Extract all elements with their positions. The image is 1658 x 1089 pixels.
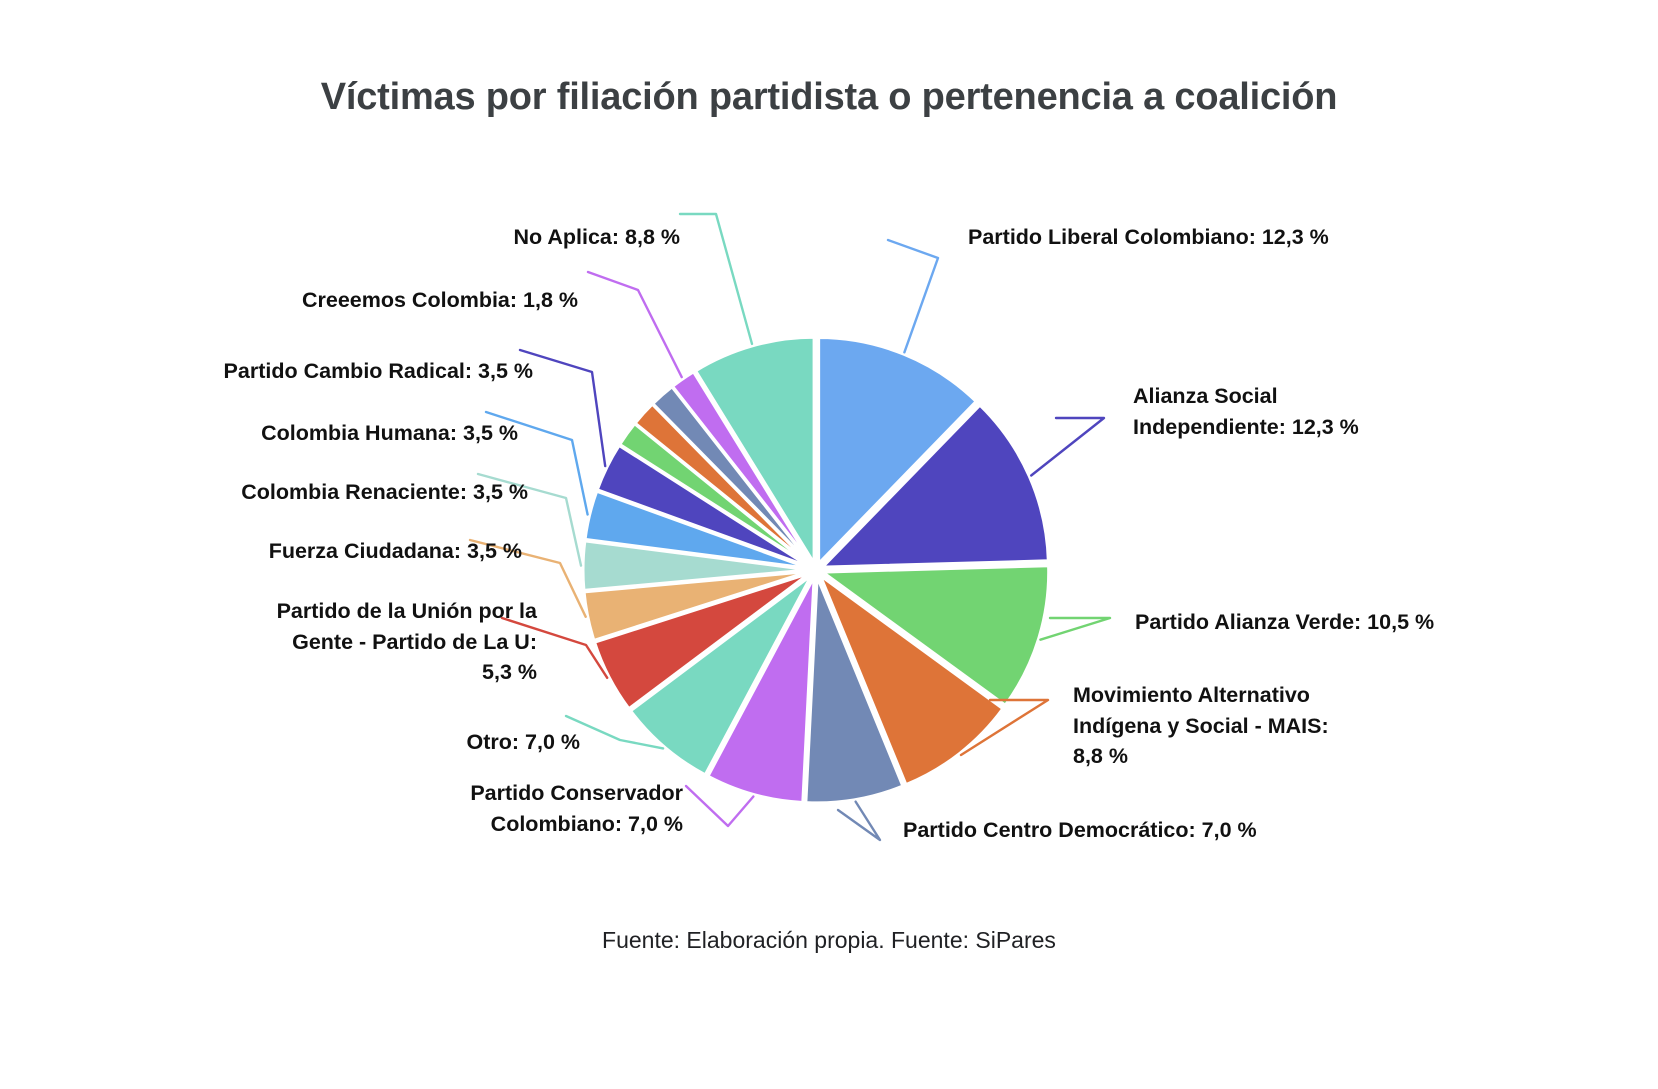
leader-line xyxy=(1039,616,1112,641)
slice-label-movimiento-alternativo-indigena-y-social-mais: Movimiento Alternativo Indígena y Social… xyxy=(1073,683,1329,769)
slice-label-partido-cambio-radical: Partido Cambio Radical: 3,5 % xyxy=(223,359,533,383)
pie-slice[interactable] xyxy=(818,574,1005,787)
slice-label-partido-centro-democratico: Partido Centro Democrático: 7,0 % xyxy=(903,818,1257,842)
slice-label-fuerza-ciudadana: Fuerza Ciudadana: 3,5 % xyxy=(268,539,522,563)
leader-line-group xyxy=(468,212,1112,842)
slice-label-partido-conservador-colombiano: Partido Conservador Colombiano: 7,0 % xyxy=(470,781,683,836)
slice-label-alianza-social-independiente: Alianza Social Independiente: 12,3 % xyxy=(1133,384,1359,439)
leader-line xyxy=(836,800,882,842)
pie-slice[interactable] xyxy=(820,403,1050,569)
slice-label-creeemos-colombia: Creeemos Colombia: 1,8 % xyxy=(301,288,578,312)
slice-label-no-aplica: No Aplica: 8,8 % xyxy=(513,225,680,249)
leader-line xyxy=(564,714,665,750)
pie-slice[interactable] xyxy=(706,575,816,804)
slice-label-partido-liberal-colombiano: Partido Liberal Colombiano: 12,3 % xyxy=(968,225,1329,249)
leader-line xyxy=(684,784,755,828)
pie-slice[interactable] xyxy=(671,370,814,566)
pie-slice[interactable] xyxy=(593,571,812,711)
leader-line xyxy=(484,410,589,516)
leader-line xyxy=(468,538,587,618)
slice-label-otro: Otro: 7,0 % xyxy=(466,730,581,754)
leader-line xyxy=(678,212,754,346)
slice-label-partido-de-la-union-por-la-gente: Partido de la Unión por la Gente - Parti… xyxy=(276,599,537,685)
leader-line xyxy=(886,238,940,354)
pie-slice[interactable] xyxy=(582,569,811,642)
slice-label-colombia-humana: Colombia Humana: 3,5 % xyxy=(261,421,518,445)
leader-line xyxy=(476,472,583,567)
pie-slice[interactable] xyxy=(804,575,905,805)
pie-slice[interactable] xyxy=(817,336,978,566)
slice-label-colombia-renaciente: Colombia Renaciente: 3,5 % xyxy=(241,480,528,504)
leader-line xyxy=(518,348,607,468)
leader-line xyxy=(586,270,683,379)
pie-slice[interactable] xyxy=(583,489,811,570)
pie-slice-group xyxy=(581,335,1051,805)
pie-slice[interactable] xyxy=(581,539,811,592)
page-title: Víctimas por filiación partidista o pert… xyxy=(320,76,1338,118)
source-note: Fuente: Elaboración propia. Fuente: SiPa… xyxy=(602,927,1056,953)
pie-slice[interactable] xyxy=(629,573,813,777)
pie-slice[interactable] xyxy=(694,335,816,565)
leader-line xyxy=(959,698,1050,757)
pie-slice[interactable] xyxy=(821,564,1051,707)
leader-line xyxy=(500,616,609,679)
slice-label-partido-alianza-verde: Partido Alianza Verde: 10,5 % xyxy=(1135,610,1435,634)
leader-line xyxy=(1029,416,1106,477)
